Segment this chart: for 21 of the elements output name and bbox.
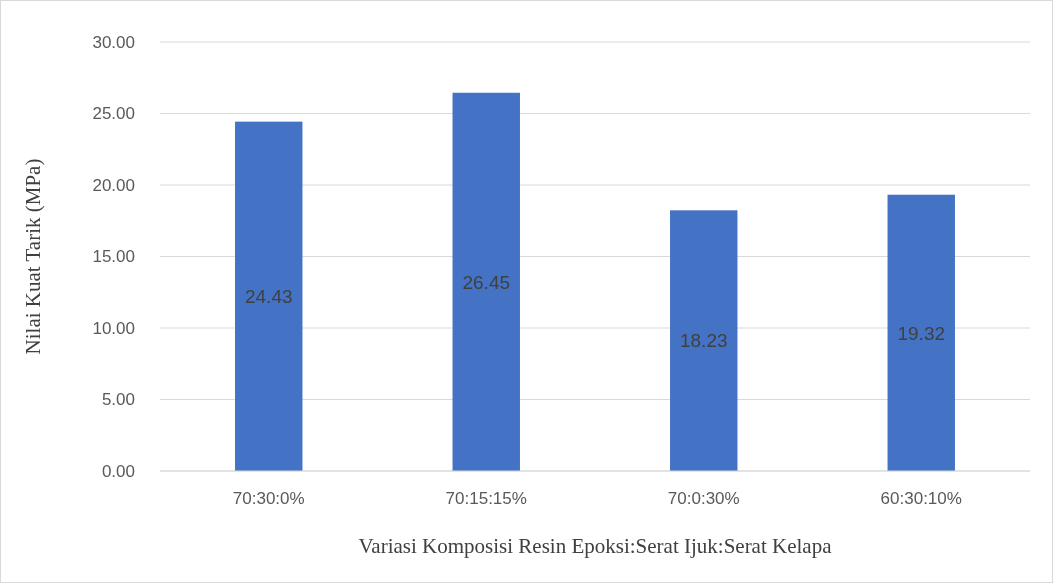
y-axis-title: Nilai Kuat Tarik (MPa) xyxy=(21,158,45,355)
data-label: 26.45 xyxy=(462,271,511,293)
y-tick-label: 10.00 xyxy=(92,318,135,338)
bar xyxy=(887,194,955,471)
bar xyxy=(670,210,738,471)
y-tick-label: 25.00 xyxy=(92,104,135,124)
bar xyxy=(235,121,303,471)
y-tick-label: 30.00 xyxy=(92,32,135,52)
data-label: 18.23 xyxy=(679,330,728,352)
data-label: 24.43 xyxy=(244,285,293,307)
y-tick-label: 20.00 xyxy=(92,175,135,195)
x-tick-label: 60:30:10% xyxy=(880,489,962,508)
bar xyxy=(452,92,520,471)
x-tick-label: 70:30:0% xyxy=(232,489,305,508)
x-tick-label: 70:15:15% xyxy=(445,489,527,508)
y-tick-label: 15.00 xyxy=(92,247,135,267)
y-tick-label: 0.00 xyxy=(101,461,135,481)
x-tick-label: 70:0:30% xyxy=(667,489,740,508)
y-tick-label: 5.00 xyxy=(101,390,135,410)
data-label: 19.32 xyxy=(897,322,946,344)
x-axis-title: Variasi Komposisi Resin Epoksi:Serat Ijuk:Serat Kelapa xyxy=(358,534,833,558)
